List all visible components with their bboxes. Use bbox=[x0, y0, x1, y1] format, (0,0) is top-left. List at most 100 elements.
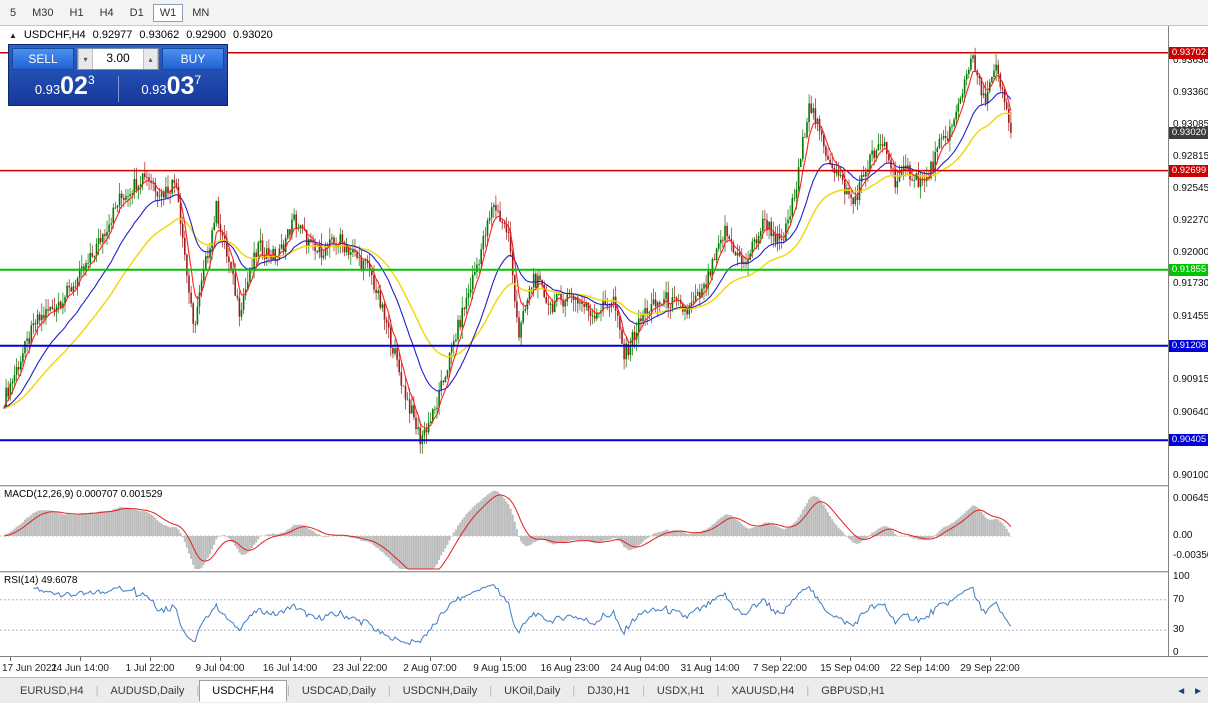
time-tick bbox=[150, 657, 151, 661]
time-axis-label: 2 Aug 07:00 bbox=[403, 663, 457, 674]
pane-separator[interactable] bbox=[0, 485, 1208, 487]
timeframe-5[interactable]: 5 bbox=[3, 4, 23, 22]
price-divider bbox=[117, 76, 119, 102]
time-tick bbox=[570, 657, 571, 661]
tab-separator: | bbox=[387, 684, 391, 697]
buy-price-pips: 03 bbox=[166, 72, 195, 100]
price-scale-label: 0.92270 bbox=[1173, 215, 1208, 226]
time-tick bbox=[430, 657, 431, 661]
chart-tabs: EURUSD,H4 | AUDUSD,Daily | USDCHF,H4 | USDCAD,… bbox=[0, 677, 1208, 703]
sell-price-point: 3 bbox=[87, 73, 95, 87]
tab-dj30[interactable]: DJ30,H1 bbox=[587, 684, 630, 697]
timeframe-mn[interactable]: MN bbox=[185, 4, 216, 22]
time-tick bbox=[290, 657, 291, 661]
timeframe-h1[interactable]: H1 bbox=[63, 4, 91, 22]
symbol-expand-icon[interactable]: ▲ bbox=[9, 30, 17, 40]
tab-scroll-right-icon[interactable]: ► bbox=[1193, 685, 1203, 697]
volume-input[interactable]: 3.00 bbox=[106, 51, 130, 65]
time-tick bbox=[10, 657, 11, 661]
macd-name: MACD(12,26,9) bbox=[4, 489, 74, 500]
rsi-scale-label: 100 bbox=[1173, 571, 1190, 582]
time-axis-label: 29 Sep 22:00 bbox=[960, 663, 1020, 674]
macd-scale-label: 0.006451 bbox=[1173, 493, 1208, 505]
price-level-badge: 0.91208 bbox=[1169, 339, 1208, 352]
timeframe-d1[interactable]: D1 bbox=[123, 4, 151, 22]
time-tick bbox=[920, 657, 921, 661]
time-axis[interactable]: 17 Jun 2021 24 Jun 14:00 1 Jul 22:00 9 Jul … bbox=[0, 656, 1208, 677]
time-axis-label: 9 Jul 04:00 bbox=[195, 663, 245, 674]
timeframe-toolbar: 5 M30 H1 H4 D1 W1 MN bbox=[0, 0, 1208, 26]
price-scale-label: 0.92000 bbox=[1173, 246, 1208, 258]
tab-audusd[interactable]: AUDUSD,Daily bbox=[110, 684, 185, 697]
price-scale-label: 0.90100 bbox=[1173, 470, 1208, 482]
time-tick bbox=[640, 657, 641, 661]
time-axis-label: 1 Jul 22:00 bbox=[125, 663, 175, 674]
tab-scroll-left-icon[interactable]: ◄ bbox=[1176, 685, 1187, 697]
quote-high: 0.93062 bbox=[139, 29, 180, 41]
time-tick bbox=[220, 657, 221, 661]
price-chart-canvas[interactable] bbox=[0, 28, 1168, 485]
rsi-scale-label: 30 bbox=[1173, 624, 1185, 636]
time-tick bbox=[850, 657, 851, 661]
macd-canvas[interactable] bbox=[0, 487, 1168, 571]
tab-separator: | bbox=[287, 684, 290, 697]
timeframe-w1[interactable]: W1 bbox=[152, 3, 184, 22]
sell-price-pips: 02 bbox=[60, 72, 88, 100]
tab-xauusd[interactable]: XAUUSD,H4 bbox=[731, 684, 795, 697]
rsi-canvas[interactable] bbox=[0, 573, 1168, 656]
macd-indicator-label: MACD(12,26,9) 0.000707 0.001529 bbox=[4, 489, 162, 500]
price-scale-label: 0.93360 bbox=[1173, 86, 1208, 98]
price-level-badge: 0.92699 bbox=[1169, 164, 1208, 177]
chart-area[interactable]: ▲ USDCHF,H4 0.92977 0.93062 0.92900 0.93… bbox=[0, 26, 1208, 677]
buy-button[interactable]: BUY bbox=[162, 48, 224, 70]
timeframe-m30[interactable]: M30 bbox=[25, 4, 60, 22]
time-axis-label: 23 Jul 22:00 bbox=[332, 663, 388, 674]
price-level-badge: 0.91855 bbox=[1169, 263, 1208, 276]
price-scale-label: 0.90915 bbox=[1173, 374, 1208, 386]
tab-usdchf[interactable]: USDCHF,H4 bbox=[199, 679, 287, 702]
time-tick bbox=[710, 657, 711, 661]
tab-ukoil[interactable]: UKOil,Daily bbox=[504, 684, 561, 697]
tab-usdx[interactable]: USDX,H1 bbox=[656, 684, 705, 697]
tab-usdcnh[interactable]: USDCNH,Daily bbox=[402, 684, 478, 697]
time-axis-label: 7 Sep 22:00 bbox=[753, 663, 807, 674]
time-axis-label: 22 Sep 14:00 bbox=[890, 663, 950, 674]
buy-price[interactable]: 0.93037 bbox=[119, 66, 225, 104]
rsi-indicator-label: RSI(14) 49.6078 bbox=[4, 575, 77, 586]
price-scale-label: 0.92815 bbox=[1173, 150, 1208, 162]
pane-separator[interactable] bbox=[0, 571, 1208, 573]
volume-increment-button[interactable]: ▴ bbox=[143, 49, 158, 69]
time-axis-label: 17 Jun 2021 bbox=[2, 663, 58, 674]
sell-price-prefix: 0.93 bbox=[34, 82, 61, 97]
time-tick bbox=[990, 657, 991, 661]
sell-button[interactable]: SELL bbox=[12, 48, 74, 70]
volume-decrement-button[interactable]: ▾ bbox=[78, 49, 93, 69]
one-click-trading-panel: SELL ▾ 3.00 ▴ BUY 0.93023 0.93037 bbox=[8, 44, 228, 106]
tab-gbpusd[interactable]: GBPUSD,H1 bbox=[821, 684, 885, 697]
sell-price[interactable]: 0.93023 bbox=[12, 66, 118, 104]
rsi-name: RSI(14) bbox=[4, 575, 39, 586]
price-level-badge: 0.90405 bbox=[1169, 434, 1208, 447]
quote-open: 0.92977 bbox=[92, 29, 133, 41]
time-tick bbox=[80, 657, 81, 661]
time-axis-label: 24 Jun 14:00 bbox=[51, 663, 109, 674]
volume-stepper: ▾ 3.00 ▴ bbox=[77, 48, 159, 70]
rsi-value: 49.6078 bbox=[41, 575, 78, 586]
quote-close: 0.93020 bbox=[232, 29, 273, 41]
price-level-badge: 0.93702 bbox=[1169, 46, 1208, 59]
tab-eurusd[interactable]: EURUSD,H4 bbox=[20, 684, 84, 697]
price-scale-label: 0.93085 bbox=[1173, 119, 1208, 131]
price-scale-label: 0.92545 bbox=[1173, 182, 1208, 194]
time-axis-label: 9 Aug 15:00 bbox=[473, 663, 527, 674]
timeframe-h4[interactable]: H4 bbox=[93, 4, 121, 22]
price-scale[interactable]: 0.93630 0.93360 0.93085 0.92815 0.92545 0.922… bbox=[1168, 26, 1208, 658]
quote-symbol: USDCHF,H4 bbox=[23, 29, 86, 41]
time-tick bbox=[500, 657, 501, 661]
time-axis-label: 15 Sep 04:00 bbox=[820, 663, 880, 674]
time-axis-label: 24 Aug 04:00 bbox=[610, 663, 670, 674]
time-tick bbox=[360, 657, 361, 661]
macd-scale-label: -0.00350 bbox=[1173, 549, 1208, 561]
tab-usdcad[interactable]: USDCAD,Daily bbox=[301, 684, 376, 697]
buy-price-point: 7 bbox=[194, 73, 202, 87]
